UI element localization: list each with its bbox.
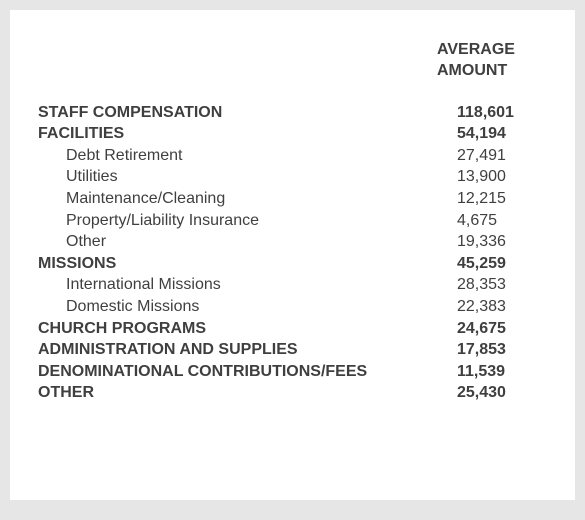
- line-label: Property/Liability Insurance: [38, 210, 457, 232]
- line-label: OTHER: [38, 382, 457, 404]
- line-label: Utilities: [38, 166, 457, 188]
- line-value: 17,853: [457, 339, 547, 361]
- budget-line: Domestic Missions22,383: [38, 296, 547, 318]
- line-value: 4,675: [457, 210, 547, 232]
- budget-line: Maintenance/Cleaning12,215: [38, 188, 547, 210]
- line-label: STAFF COMPENSATION: [38, 102, 457, 124]
- header-line-1: AVERAGE: [437, 40, 547, 61]
- line-value: 13,900: [457, 166, 547, 188]
- header-spacer: [38, 40, 437, 82]
- line-value: 27,491: [457, 145, 547, 167]
- budget-line: FACILITIES54,194: [38, 123, 547, 145]
- budget-line: ADMINISTRATION AND SUPPLIES17,853: [38, 339, 547, 361]
- budget-rows: STAFF COMPENSATION118,601FACILITIES54,19…: [38, 102, 547, 404]
- line-label: ADMINISTRATION AND SUPPLIES: [38, 339, 457, 361]
- budget-line: OTHER25,430: [38, 382, 547, 404]
- budget-line: Utilities13,900: [38, 166, 547, 188]
- line-label: MISSIONS: [38, 253, 457, 275]
- line-value: 28,353: [457, 274, 547, 296]
- budget-line: DENOMINATIONAL CONTRIBUTIONS/FEES11,539: [38, 361, 547, 383]
- line-value: 22,383: [457, 296, 547, 318]
- amount-column-header: AVERAGE AMOUNT: [437, 40, 547, 82]
- line-label: Debt Retirement: [38, 145, 457, 167]
- line-value: 12,215: [457, 188, 547, 210]
- budget-line: CHURCH PROGRAMS24,675: [38, 318, 547, 340]
- line-label: International Missions: [38, 274, 457, 296]
- line-value: 118,601: [457, 102, 547, 124]
- line-label: Domestic Missions: [38, 296, 457, 318]
- line-label: FACILITIES: [38, 123, 457, 145]
- budget-line: Other19,336: [38, 231, 547, 253]
- budget-line: International Missions28,353: [38, 274, 547, 296]
- budget-line: STAFF COMPENSATION118,601: [38, 102, 547, 124]
- budget-line: MISSIONS45,259: [38, 253, 547, 275]
- line-value: 24,675: [457, 318, 547, 340]
- line-value: 45,259: [457, 253, 547, 275]
- line-value: 25,430: [457, 382, 547, 404]
- line-label: CHURCH PROGRAMS: [38, 318, 457, 340]
- line-label: Other: [38, 231, 457, 253]
- line-value: 54,194: [457, 123, 547, 145]
- column-header-row: AVERAGE AMOUNT: [38, 40, 547, 82]
- line-label: Maintenance/Cleaning: [38, 188, 457, 210]
- line-value: 11,539: [457, 361, 547, 383]
- header-line-2: AMOUNT: [437, 61, 547, 82]
- budget-page: AVERAGE AMOUNT STAFF COMPENSATION118,601…: [10, 10, 575, 500]
- budget-line: Property/Liability Insurance4,675: [38, 210, 547, 232]
- line-label: DENOMINATIONAL CONTRIBUTIONS/FEES: [38, 361, 457, 383]
- budget-line: Debt Retirement27,491: [38, 145, 547, 167]
- line-value: 19,336: [457, 231, 547, 253]
